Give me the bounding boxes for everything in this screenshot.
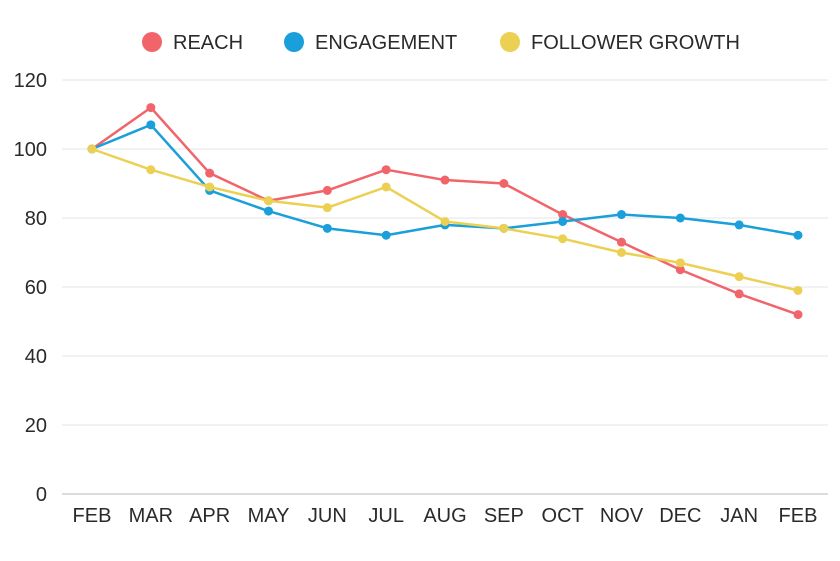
- data-point: [558, 216, 568, 226]
- y-tick-label: 40: [25, 346, 47, 368]
- series-lines: [87, 103, 803, 320]
- legend-marker: [142, 32, 162, 52]
- data-point: [499, 179, 509, 188]
- legend-label: ENGAGEMENT: [315, 32, 457, 54]
- legend-label: REACH: [173, 32, 243, 54]
- data-point: [440, 175, 450, 185]
- legend-item: REACH: [142, 32, 243, 54]
- data-point: [381, 182, 391, 192]
- data-point: [793, 310, 803, 320]
- data-point: [499, 223, 509, 233]
- data-point: [793, 285, 803, 295]
- x-tick-label: NOV: [600, 505, 644, 527]
- x-tick-label: JAN: [720, 505, 758, 527]
- x-tick-label: MAY: [248, 505, 290, 527]
- data-point: [205, 182, 215, 192]
- data-point: [381, 230, 391, 240]
- data-point: [617, 210, 626, 220]
- legend-item: FOLLOWER GROWTH: [500, 32, 740, 54]
- legend-marker: [284, 32, 304, 52]
- y-tick-label: 20: [25, 415, 47, 437]
- data-point: [322, 223, 332, 233]
- data-point: [617, 237, 626, 247]
- data-point: [734, 220, 744, 230]
- axes: 0 20 40 60 80 100 120 FEB MAR APR MAY JUN JUL AUG SEP O…: [14, 70, 828, 527]
- y-tick-label: 0: [36, 484, 47, 506]
- y-tick-label: 60: [25, 277, 47, 299]
- data-point: [146, 103, 156, 113]
- legend: REACH ENGAGEMENT FOLLOWER GROWTH: [142, 32, 740, 54]
- data-point: [440, 216, 450, 226]
- legend-marker: [500, 32, 520, 52]
- legend-item: ENGAGEMENT: [284, 32, 457, 54]
- data-point: [558, 234, 568, 244]
- y-tick-label: 120: [14, 70, 47, 92]
- x-tick-label: FEB: [73, 505, 112, 527]
- data-point: [87, 144, 97, 154]
- data-point: [675, 265, 685, 275]
- x-tick-label: JUN: [308, 505, 347, 527]
- y-tick-label: 100: [14, 139, 47, 161]
- data-point: [146, 165, 156, 175]
- x-tick-label: OCT: [542, 505, 584, 527]
- x-tick-label: SEP: [484, 505, 524, 527]
- data-point: [734, 289, 744, 299]
- data-point: [322, 185, 332, 195]
- grid-lines: [62, 79, 828, 426]
- x-tick-label: JUL: [368, 505, 404, 527]
- data-point: [264, 196, 273, 206]
- data-point: [205, 168, 215, 178]
- legend-label: FOLLOWER GROWTH: [531, 32, 740, 54]
- x-tick-label: APR: [189, 505, 230, 527]
- x-tick-label: MAR: [129, 505, 173, 527]
- x-tick-label: AUG: [423, 505, 466, 527]
- data-point: [617, 248, 626, 257]
- data-point: [381, 165, 391, 175]
- series-follower-growth: [87, 144, 803, 295]
- data-point: [264, 206, 273, 216]
- data-point: [675, 258, 685, 268]
- data-point: [558, 210, 568, 220]
- data-point: [734, 272, 744, 282]
- x-tick-label: DEC: [659, 505, 701, 527]
- data-point: [675, 213, 685, 223]
- series-line: [91, 106, 799, 316]
- data-point: [793, 230, 803, 240]
- y-tick-label: 80: [25, 208, 47, 230]
- data-point: [146, 120, 156, 130]
- data-point: [322, 203, 332, 213]
- x-tick-label: FEB: [779, 505, 818, 527]
